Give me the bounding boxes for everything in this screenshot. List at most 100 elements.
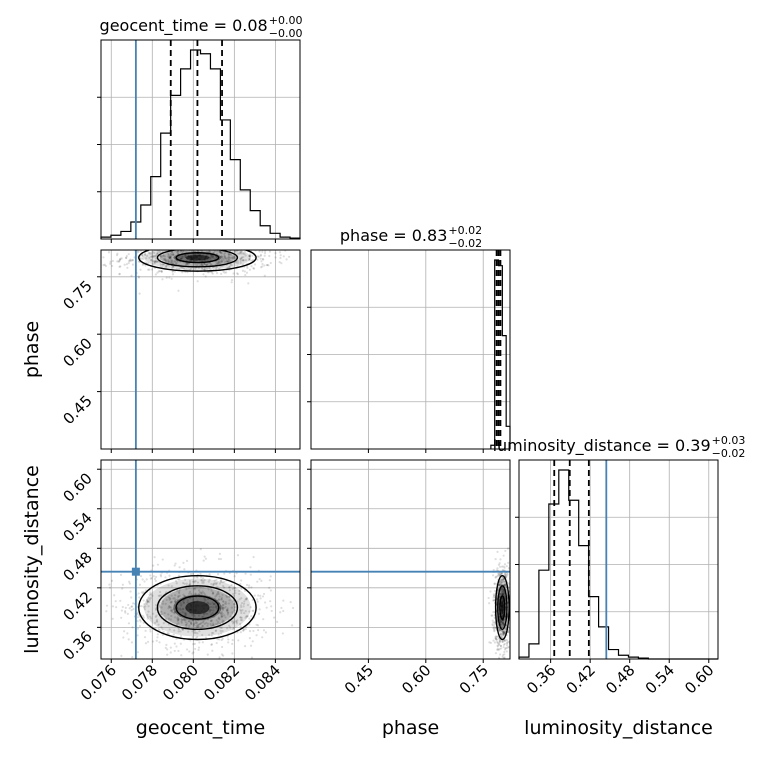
sample-point bbox=[232, 592, 235, 596]
sample-point bbox=[124, 611, 127, 614]
sample-point bbox=[497, 563, 501, 566]
sample-point bbox=[291, 606, 295, 610]
sample-point bbox=[177, 618, 180, 621]
sample-point bbox=[171, 260, 174, 263]
sample-point bbox=[204, 244, 206, 246]
sample-point bbox=[494, 576, 497, 579]
sample-point bbox=[161, 263, 164, 266]
sample-point bbox=[502, 629, 505, 632]
sample-point bbox=[172, 265, 175, 269]
sample-point bbox=[235, 620, 238, 623]
sample-point bbox=[499, 593, 502, 596]
sample-point bbox=[153, 255, 156, 258]
sample-point bbox=[289, 601, 292, 604]
sample-point bbox=[200, 243, 202, 245]
sample-point bbox=[197, 592, 200, 596]
sample-point bbox=[201, 590, 204, 593]
sample-point bbox=[129, 258, 132, 261]
sample-point bbox=[148, 593, 151, 596]
sample-point bbox=[505, 644, 509, 647]
sample-point bbox=[160, 269, 163, 273]
sample-point bbox=[257, 246, 259, 248]
sample-point bbox=[279, 256, 282, 260]
x-tick-label: 0.080 bbox=[159, 661, 202, 704]
sample-point bbox=[491, 599, 495, 602]
sample-point bbox=[502, 633, 505, 636]
sample-point bbox=[183, 568, 186, 571]
sample-point bbox=[180, 619, 184, 622]
sample-point bbox=[233, 586, 236, 590]
sample-point bbox=[199, 246, 201, 248]
sample-point bbox=[168, 257, 171, 260]
sample-point bbox=[232, 257, 235, 260]
sample-point bbox=[178, 588, 181, 591]
sample-point bbox=[241, 269, 245, 272]
sample-point bbox=[181, 255, 184, 258]
sample-point bbox=[206, 601, 209, 604]
sample-point bbox=[215, 272, 219, 275]
sample-point bbox=[221, 608, 225, 611]
sample-point bbox=[149, 246, 151, 248]
sample-point bbox=[193, 580, 196, 583]
x-tick-label: 0.60 bbox=[681, 661, 717, 697]
sample-point bbox=[184, 262, 187, 265]
sample-point bbox=[177, 628, 180, 631]
sample-point bbox=[205, 239, 207, 241]
sample-point bbox=[179, 250, 182, 253]
sample-point bbox=[179, 634, 183, 638]
sample-point bbox=[259, 254, 262, 257]
sample-point bbox=[244, 273, 247, 277]
sample-point bbox=[501, 621, 505, 624]
sample-point bbox=[155, 260, 158, 263]
sample-point bbox=[205, 263, 208, 266]
sample-point bbox=[287, 255, 291, 258]
sample-point bbox=[269, 589, 272, 592]
sample-point bbox=[259, 594, 262, 597]
sample-point bbox=[236, 600, 239, 603]
sample-point bbox=[504, 638, 507, 641]
sample-point bbox=[257, 246, 259, 248]
sample-point bbox=[173, 607, 176, 610]
sample-point bbox=[154, 241, 156, 243]
sample-point bbox=[146, 247, 148, 249]
sample-point bbox=[498, 640, 502, 643]
sample-point bbox=[502, 620, 505, 623]
sample-point bbox=[199, 622, 202, 625]
sample-point bbox=[110, 579, 114, 582]
sample-point bbox=[132, 607, 135, 611]
sample-point bbox=[226, 607, 229, 610]
sample-point bbox=[180, 247, 182, 249]
sample-point bbox=[210, 619, 214, 622]
sample-point bbox=[137, 592, 140, 595]
sample-point bbox=[108, 583, 111, 586]
sample-point bbox=[142, 255, 145, 258]
sample-point bbox=[495, 635, 498, 638]
sample-point bbox=[246, 603, 250, 607]
sample-point bbox=[149, 615, 152, 618]
sample-point bbox=[168, 606, 172, 609]
sample-point bbox=[136, 250, 139, 253]
sample-point bbox=[501, 593, 505, 596]
sample-point bbox=[194, 593, 197, 596]
sample-point bbox=[291, 624, 294, 627]
sample-point bbox=[102, 256, 105, 259]
sample-point bbox=[227, 253, 231, 256]
sample-point bbox=[201, 581, 204, 584]
sample-point bbox=[207, 258, 210, 261]
sample-point bbox=[173, 259, 177, 263]
sample-point bbox=[252, 629, 255, 633]
sample-point bbox=[168, 596, 171, 600]
sample-point bbox=[507, 645, 510, 649]
sample-point bbox=[211, 592, 215, 595]
sample-point bbox=[127, 622, 131, 625]
sample-point bbox=[498, 653, 502, 656]
sample-point bbox=[217, 620, 220, 624]
sample-point bbox=[263, 274, 266, 277]
sample-point bbox=[191, 613, 194, 617]
sample-point bbox=[503, 639, 506, 642]
sample-point bbox=[127, 261, 130, 265]
sample-point bbox=[220, 255, 224, 258]
sample-point bbox=[503, 639, 507, 643]
sample-point bbox=[141, 244, 143, 246]
sample-point bbox=[274, 256, 277, 259]
